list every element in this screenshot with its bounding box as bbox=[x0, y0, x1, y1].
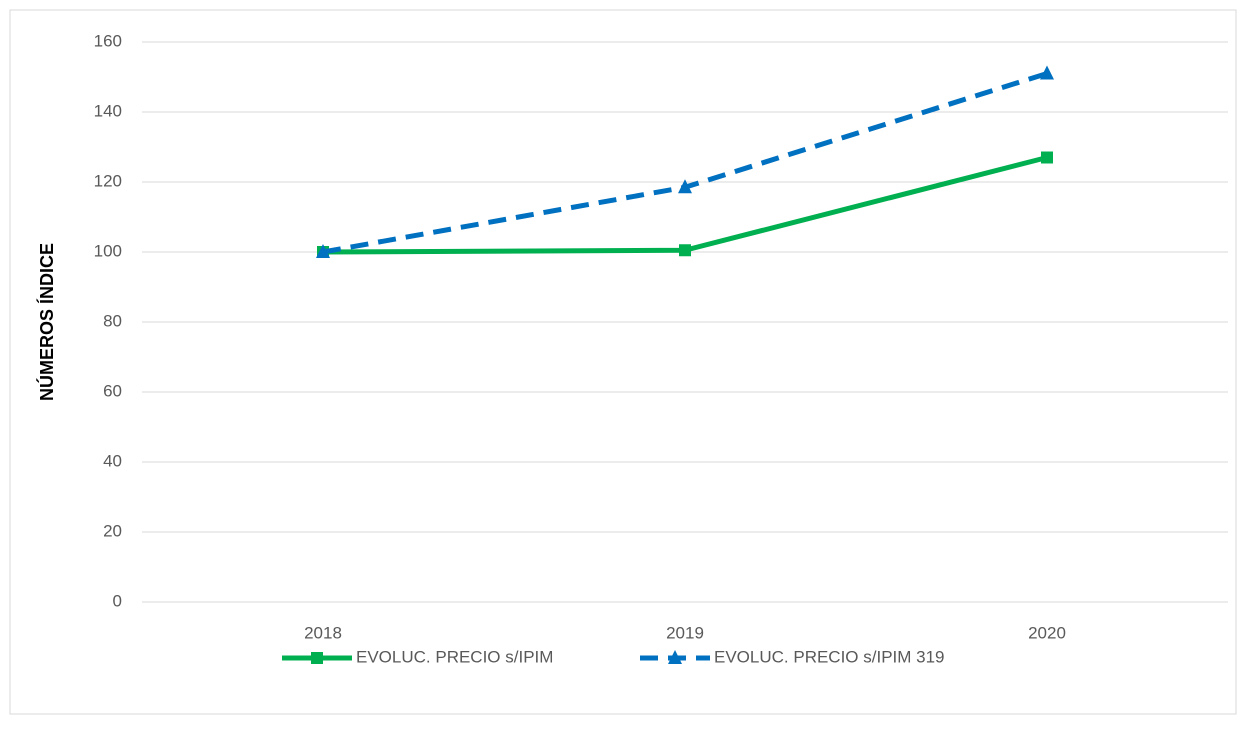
y-tick-label: 140 bbox=[94, 101, 122, 120]
y-tick-label: 60 bbox=[103, 381, 122, 400]
x-tick-label: 2019 bbox=[666, 623, 704, 642]
y-tick-label: 100 bbox=[94, 241, 122, 260]
x-tick-label: 2018 bbox=[304, 623, 342, 642]
y-tick-label: 80 bbox=[103, 311, 122, 330]
y-tick-label: 40 bbox=[103, 451, 122, 470]
legend-label: EVOLUC. PRECIO s/IPIM bbox=[356, 647, 553, 666]
y-tick-label: 160 bbox=[94, 31, 122, 50]
marker bbox=[678, 179, 692, 194]
x-tick-label: 2020 bbox=[1028, 623, 1066, 642]
marker bbox=[311, 652, 323, 664]
marker bbox=[1040, 65, 1054, 80]
marker bbox=[1041, 151, 1053, 164]
marker bbox=[668, 650, 682, 664]
legend-label: EVOLUC. PRECIO s/IPIM 319 bbox=[714, 647, 945, 666]
marker bbox=[679, 244, 691, 257]
y-tick-label: 120 bbox=[94, 171, 122, 190]
chart-border bbox=[9, 9, 1237, 715]
marker bbox=[316, 244, 330, 258]
y-axis-label: NÚMEROS ÍNDICE bbox=[36, 243, 57, 401]
y-tick-label: 0 bbox=[113, 591, 122, 610]
y-tick-label: 20 bbox=[103, 521, 122, 540]
